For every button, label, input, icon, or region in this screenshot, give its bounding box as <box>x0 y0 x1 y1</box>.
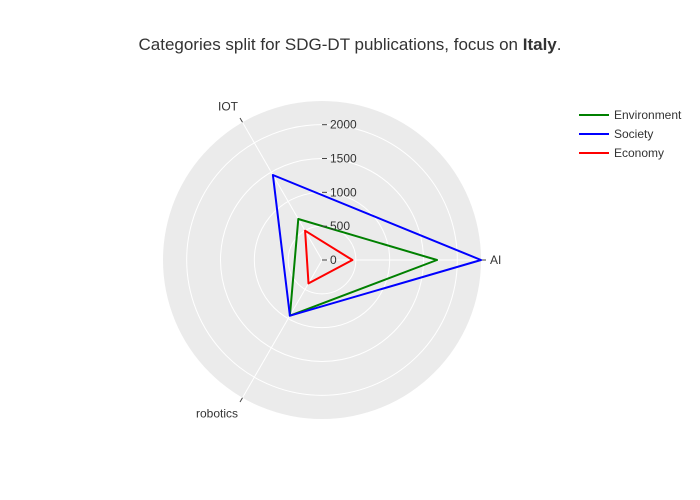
point-society-robotics <box>289 315 291 317</box>
radial-tick-label-1: 500 <box>330 219 350 233</box>
point-economy-iot <box>304 230 306 232</box>
point-environment-ai <box>436 259 438 261</box>
chart-title-country: Italy <box>523 35 558 54</box>
chart-title-prefix: Categories split for SDG-DT publications… <box>138 35 522 54</box>
radial-tick-label-4: 2000 <box>330 118 357 132</box>
legend-label-environment: Environment <box>614 108 682 122</box>
point-economy-ai <box>352 259 354 261</box>
legend-item-environment[interactable]: Environment <box>579 108 682 122</box>
angular-tick-iot <box>240 118 243 122</box>
point-economy-robotics <box>308 283 310 285</box>
category-label-iot: IOT <box>218 100 239 114</box>
category-label-robotics: robotics <box>196 406 238 420</box>
legend-item-society[interactable]: Society <box>579 127 653 141</box>
angular-tick-robotics <box>240 398 243 402</box>
legend[interactable]: Environment Society Economy <box>579 108 682 160</box>
radial-tick-label-3: 1500 <box>330 152 357 166</box>
chart-title-suffix: . <box>557 35 562 54</box>
legend-item-economy[interactable]: Economy <box>579 146 664 160</box>
point-environment-iot <box>298 218 300 220</box>
category-label-ai: AI <box>490 253 501 267</box>
chart-title: Categories split for SDG-DT publications… <box>138 35 561 54</box>
point-society-ai <box>480 259 482 261</box>
point-society-iot <box>272 174 274 176</box>
radial-tick-label-0: 0 <box>330 253 337 267</box>
radial-tick-label-2: 1000 <box>330 185 357 199</box>
legend-label-society: Society <box>614 127 653 141</box>
legend-label-economy: Economy <box>614 146 664 160</box>
